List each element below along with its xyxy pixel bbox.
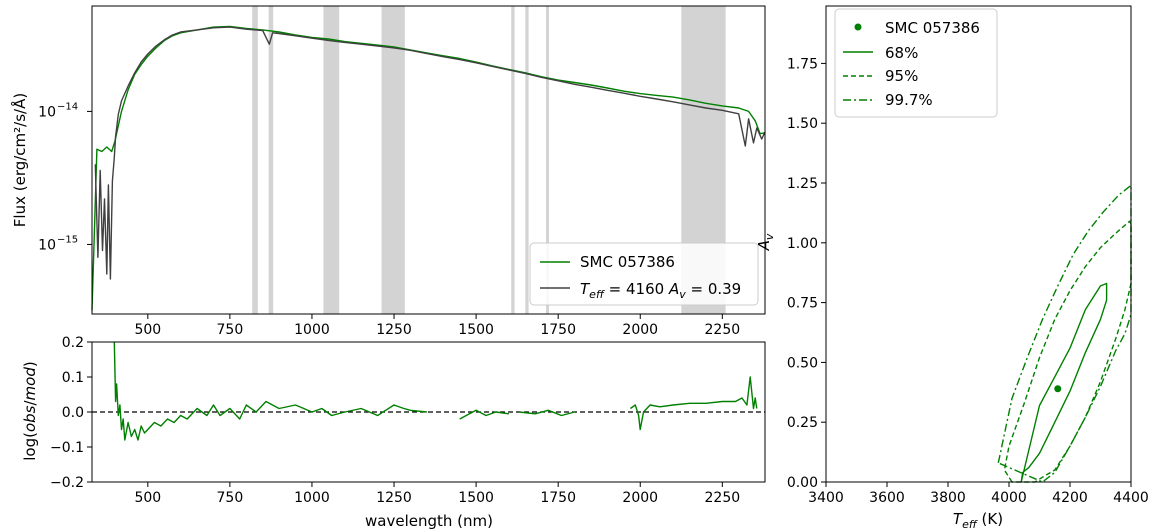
contour-y-tick-label: 0.75 — [787, 296, 818, 312]
residual-x-tick-label: 2250 — [705, 490, 741, 506]
contour-x-tick-label: 3600 — [869, 490, 905, 506]
spectrum-y-tick-exponent: −15 — [57, 234, 78, 245]
contour-y-tick-label: 0.50 — [787, 355, 818, 371]
contour-legend: SMC 057386 68% 95% 99.7% — [834, 8, 998, 118]
contour-y-tick-label: 1.25 — [787, 176, 818, 192]
residual-x-tick-label: 750 — [217, 490, 244, 506]
spectrum-x-tick-label: 500 — [134, 322, 161, 338]
contour-x-tick-label: 4200 — [1052, 490, 1088, 506]
residual-series — [113, 341, 758, 441]
spectrum-x-tick-label: 1250 — [376, 322, 412, 338]
legend-swatch-best-fit — [854, 23, 862, 31]
observed-spectrum-line — [91, 25, 766, 311]
residual-y-tick-label: −0.2 — [50, 475, 84, 491]
spectrum-frame — [91, 5, 766, 315]
residual-y-tick-label: −0.1 — [50, 440, 84, 456]
contour-frame — [825, 5, 1132, 483]
contour-y-ticks: 0.00 0.25 0.50 0.75 1.00 1.25 1.50 1.75 — [787, 56, 826, 491]
spectrum-x-ticks: 500 750 1000 1250 1500 1750 2000 2250 — [134, 314, 740, 338]
residual-x-ticks: 500 750 1000 1250 1500 1750 2000 2250 — [134, 482, 740, 506]
contour-y-tick-label: 1.00 — [787, 236, 818, 252]
legend-label-observed: SMC 057386 — [580, 253, 675, 271]
residual-y-tick-label: 0.2 — [62, 335, 84, 351]
masked-band — [546, 6, 549, 314]
contour-x-ticks: 3400 3600 3800 4000 4200 4400 — [808, 482, 1149, 506]
contour-68 — [1020, 282, 1108, 483]
spectrum-y-tick-label: 10 — [38, 237, 56, 253]
spectrum-series — [91, 25, 766, 311]
contour-99-7 — [997, 184, 1132, 483]
contour-x-tick-label: 3800 — [930, 490, 966, 506]
spectrum-x-tick-label: 2000 — [622, 322, 658, 338]
spectrum-y-axis-label: Flux (erg/cm²/s/Å) — [10, 93, 29, 227]
spectrum-x-tick-label: 2250 — [705, 322, 741, 338]
spectrum-legend: SMC 057386 Teff = 4160 Av = 0.39 — [529, 242, 759, 306]
residual-x-axis-label: wavelength (nm) — [365, 512, 493, 530]
masked-band — [511, 6, 515, 314]
legend-label-99-7: 99.7% — [885, 91, 933, 109]
spectrum-y-tick-exponent: −14 — [57, 101, 78, 112]
residual-y-tick-label: 0.0 — [62, 405, 84, 421]
contour-x-axis-label: Teff (K) — [953, 510, 1003, 531]
legend-label-model: Teff = 4160 Av = 0.39 — [580, 280, 741, 301]
best-fit-point — [1054, 385, 1062, 393]
residual-line-segment — [459, 409, 509, 420]
contour-y-tick-label: 0.25 — [787, 415, 818, 431]
masked-band — [252, 6, 258, 314]
residual-x-tick-label: 500 — [134, 490, 161, 506]
masked-band — [525, 6, 529, 314]
contour-y-tick-label: 0.00 — [787, 475, 818, 491]
contour-y-tick-label: 1.50 — [787, 116, 818, 132]
masked-regions — [252, 6, 726, 314]
residual-x-tick-label: 1000 — [294, 490, 330, 506]
legend-label-best-fit: SMC 057386 — [885, 19, 980, 37]
residual-y-ticks: −0.2 −0.1 0.0 0.1 0.2 — [50, 335, 92, 491]
masked-band — [381, 6, 405, 314]
masked-band — [268, 6, 274, 314]
contour-x-tick-label: 3400 — [808, 490, 844, 506]
spectrum-x-tick-label: 1000 — [294, 322, 330, 338]
spectrum-x-tick-label: 1500 — [458, 322, 494, 338]
residual-line-segment — [518, 409, 575, 417]
model-spectrum-line — [94, 26, 766, 280]
contour-x-tick-label: 4000 — [991, 490, 1027, 506]
residual-y-tick-label: 0.1 — [62, 370, 84, 386]
residual-line-segment — [629, 376, 758, 431]
confidence-contours — [997, 184, 1132, 483]
contour-panel: 3400 3600 3800 4000 4200 4400 0.00 0.25 0.50 0.7… — [755, 5, 1149, 531]
contour-y-axis-label: Av — [755, 233, 776, 251]
legend-label-68: 68% — [885, 44, 918, 62]
spectrum-x-tick-label: 1750 — [540, 322, 576, 338]
residual-y-axis-label: log(obs/mod) — [21, 361, 39, 460]
residual-x-tick-label: 1750 — [540, 490, 576, 506]
residual-panel: 500 750 1000 1250 1500 1750 2000 2250 −0.2 −0.1 0… — [21, 335, 766, 530]
residual-line-segment — [113, 341, 427, 441]
residual-x-tick-label: 2000 — [622, 490, 658, 506]
masked-band — [323, 6, 340, 314]
spectrum-y-tick-label: 10 — [38, 104, 56, 120]
contour-x-tick-label: 4400 — [1113, 490, 1149, 506]
contour-y-tick-label: 1.75 — [787, 56, 818, 72]
contour-95 — [1003, 220, 1132, 483]
spectrum-x-tick-label: 750 — [217, 322, 244, 338]
legend-label-95: 95% — [885, 67, 918, 85]
residual-x-tick-label: 1500 — [458, 490, 494, 506]
residual-x-tick-label: 1250 — [376, 490, 412, 506]
